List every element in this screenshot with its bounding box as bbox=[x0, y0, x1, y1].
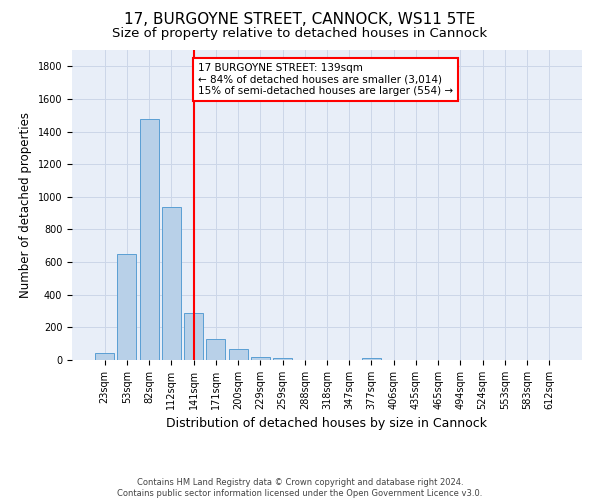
Bar bbox=[184, 312, 203, 360]
Y-axis label: Number of detached properties: Number of detached properties bbox=[19, 112, 32, 298]
Text: 17, BURGOYNE STREET, CANNOCK, WS11 5TE: 17, BURGOYNE STREET, CANNOCK, WS11 5TE bbox=[124, 12, 476, 28]
Bar bbox=[273, 358, 292, 360]
X-axis label: Distribution of detached houses by size in Cannock: Distribution of detached houses by size … bbox=[167, 418, 487, 430]
Bar bbox=[229, 349, 248, 360]
Bar bbox=[162, 206, 181, 360]
Bar bbox=[95, 354, 114, 360]
Bar bbox=[206, 339, 225, 360]
Bar bbox=[118, 254, 136, 360]
Text: Contains HM Land Registry data © Crown copyright and database right 2024.
Contai: Contains HM Land Registry data © Crown c… bbox=[118, 478, 482, 498]
Text: Size of property relative to detached houses in Cannock: Size of property relative to detached ho… bbox=[112, 28, 488, 40]
Bar bbox=[251, 356, 270, 360]
Text: 17 BURGOYNE STREET: 139sqm
← 84% of detached houses are smaller (3,014)
15% of s: 17 BURGOYNE STREET: 139sqm ← 84% of deta… bbox=[198, 63, 453, 96]
Bar bbox=[362, 358, 381, 360]
Bar bbox=[140, 118, 158, 360]
